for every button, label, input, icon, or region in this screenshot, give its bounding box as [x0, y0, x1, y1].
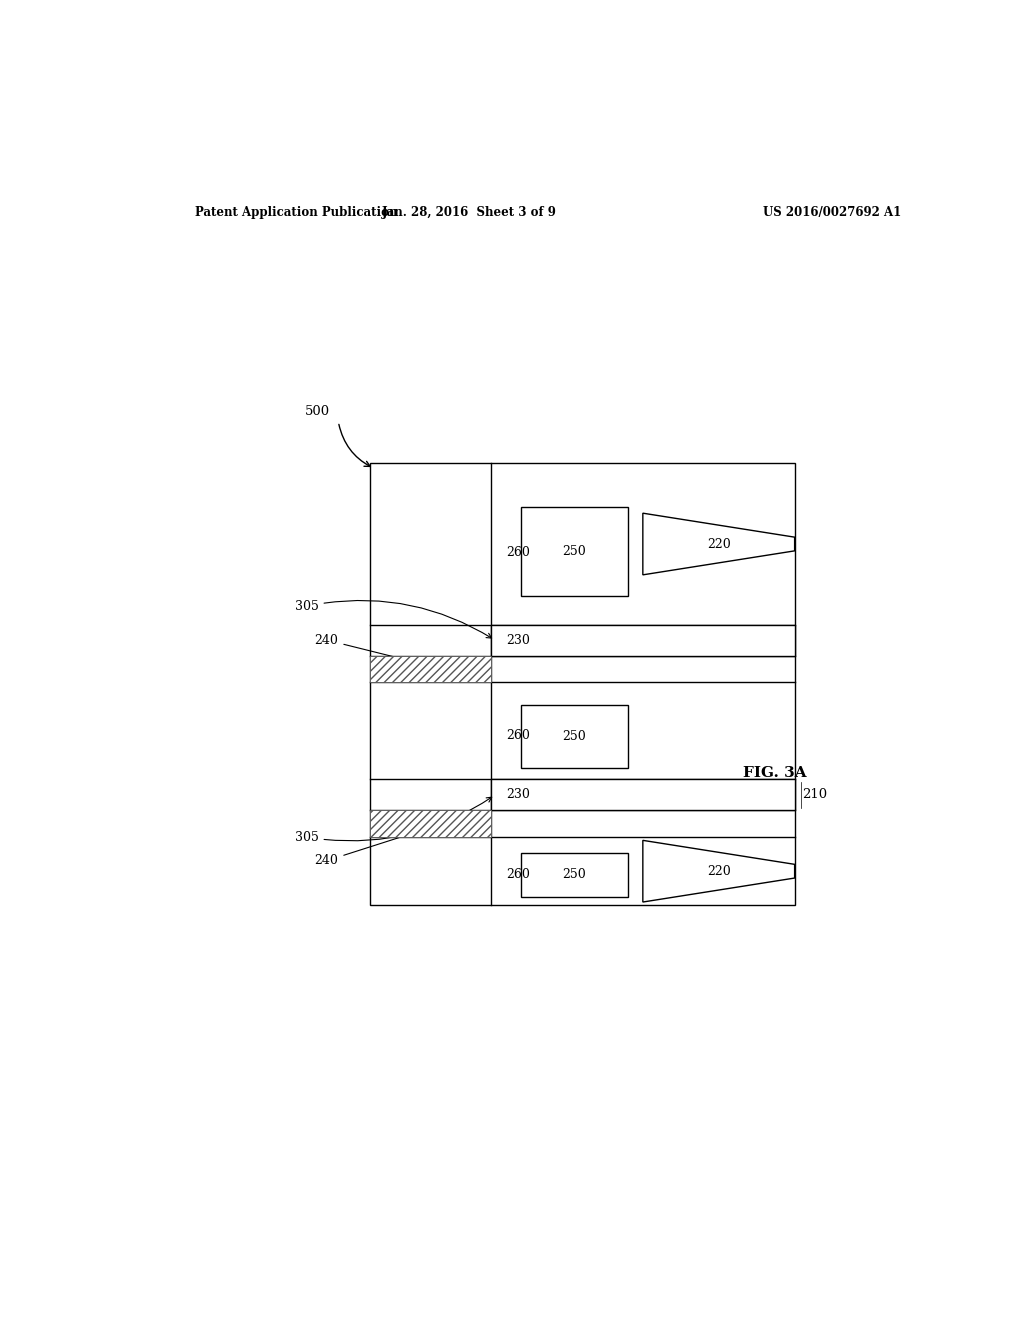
Text: 305: 305 — [295, 599, 492, 638]
Text: 500: 500 — [305, 405, 331, 417]
Text: 240: 240 — [314, 824, 439, 867]
Text: FIG. 3A: FIG. 3A — [743, 767, 807, 780]
Bar — [492, 624, 795, 656]
Text: 210: 210 — [803, 788, 827, 801]
Text: 250: 250 — [562, 869, 587, 882]
Bar — [370, 656, 492, 682]
Bar — [370, 463, 795, 906]
Text: 250: 250 — [562, 545, 587, 558]
Text: 260: 260 — [506, 545, 530, 558]
Text: 250: 250 — [562, 730, 587, 743]
Bar — [492, 779, 795, 810]
Text: 240: 240 — [314, 634, 438, 669]
Text: 220: 220 — [707, 865, 730, 878]
Text: 260: 260 — [506, 869, 530, 882]
Text: Patent Application Publication: Patent Application Publication — [196, 206, 398, 219]
Polygon shape — [643, 841, 795, 902]
Bar — [521, 853, 628, 898]
Text: 220: 220 — [707, 537, 730, 550]
Bar — [521, 705, 628, 768]
Polygon shape — [643, 513, 795, 574]
Text: US 2016/0027692 A1: US 2016/0027692 A1 — [763, 206, 901, 219]
Bar — [521, 507, 628, 595]
Text: 305: 305 — [295, 797, 492, 843]
Text: 260: 260 — [506, 729, 530, 742]
Bar — [370, 810, 492, 837]
Text: 230: 230 — [506, 634, 530, 647]
Text: 230: 230 — [506, 788, 530, 801]
Text: Jan. 28, 2016  Sheet 3 of 9: Jan. 28, 2016 Sheet 3 of 9 — [382, 206, 557, 219]
